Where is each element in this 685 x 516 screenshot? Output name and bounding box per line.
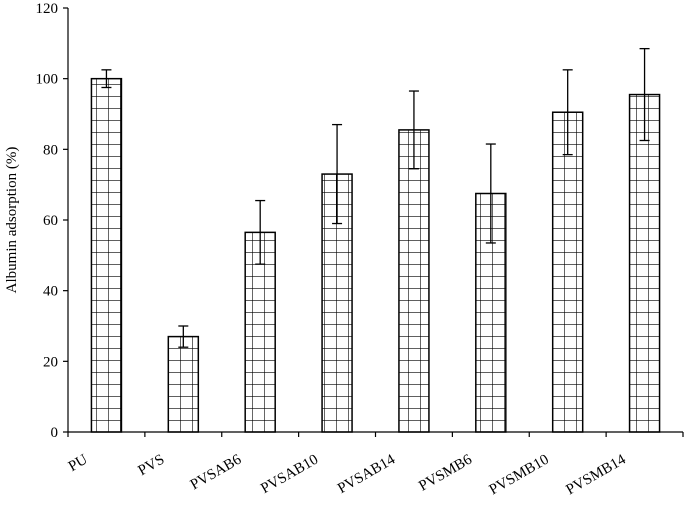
- x-category-label: PVSAB14: [335, 451, 398, 497]
- y-tick-label: 60: [43, 213, 58, 229]
- x-category-label: PVS: [135, 452, 167, 480]
- bar-pvsab14: [398, 129, 430, 433]
- y-tick-label: 20: [43, 354, 58, 370]
- x-category-label: PVSMB6: [416, 451, 475, 494]
- x-category-label: PVSAB6: [188, 451, 245, 493]
- x-category-label: PU: [66, 452, 91, 476]
- y-tick-label: 120: [36, 1, 59, 17]
- bars-layer: [90, 77, 661, 433]
- x-category-label: PVSMB10: [487, 452, 552, 499]
- y-tick-label: 0: [51, 425, 59, 441]
- x-category-label: PVSAB10: [258, 452, 321, 498]
- bar-pu: [90, 77, 123, 433]
- bar-pvsmb14: [628, 93, 661, 433]
- y-tick-label: 80: [43, 142, 58, 158]
- y-tick-label: 100: [36, 72, 59, 88]
- y-tick-label: 40: [43, 284, 58, 300]
- axes-layer: [67, 8, 683, 433]
- bar-pvsab6: [244, 231, 276, 433]
- y-axis-title: Albumin adsorption (%): [4, 147, 20, 294]
- error-bars-layer: [101, 47, 650, 348]
- x-category-label: PVSMB14: [564, 451, 629, 498]
- y-ticks-layer: 0 20 40 60 80 100 120: [36, 1, 68, 441]
- x-ticks-layer: PU PVS PVSAB6 PVSAB10 PVSAB14 PVSMB6 PVSMB10 PV…: [66, 432, 684, 499]
- bar-pvsmb10: [551, 111, 584, 433]
- bar-pvs: [167, 335, 200, 433]
